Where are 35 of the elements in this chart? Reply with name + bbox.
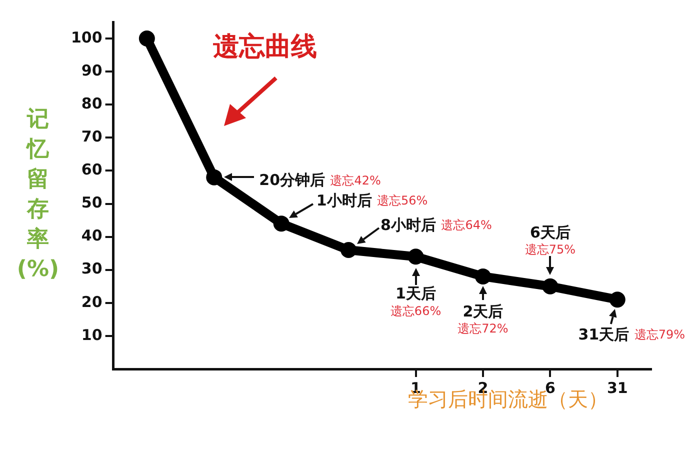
point	[273, 216, 290, 232]
point	[542, 278, 558, 294]
y-tick-label: 30	[81, 260, 102, 278]
y-tick-label: 40	[81, 226, 102, 245]
y-tick-label: 70	[81, 128, 102, 146]
point	[474, 268, 491, 284]
point	[408, 248, 424, 265]
annotation: 遗忘79%	[634, 328, 685, 342]
y-tick-label: 20	[81, 292, 102, 311]
chart-title: 遗忘曲线	[212, 32, 317, 62]
annotation: 31天后	[578, 325, 630, 344]
annotation: 8小时后	[380, 216, 436, 234]
y-tick-label: 80	[81, 94, 102, 113]
annotation: 遗忘56%	[377, 194, 428, 208]
x-tick-label: 31	[606, 378, 628, 397]
y-tick-label: 60	[81, 160, 102, 179]
point	[340, 242, 357, 258]
y-tick-label: 90	[81, 61, 102, 80]
annotation: 遗忘64%	[441, 218, 492, 232]
y-tick-label: 100	[71, 28, 102, 46]
point	[609, 292, 626, 308]
annotation: 1天后	[396, 284, 436, 303]
annotation: 20分钟后	[259, 171, 326, 190]
point	[138, 30, 155, 47]
y-axis-title: 记忆留存率(%)	[16, 107, 60, 282]
annotation: 遗忘66%	[390, 304, 442, 318]
annotation: 遗忘42%	[330, 173, 381, 188]
annotation: 2天后	[462, 302, 504, 320]
y-tick-label: 50	[81, 194, 102, 212]
y-tick-label: 10	[81, 326, 102, 344]
annotation: 遗忘72%	[458, 322, 508, 336]
annotation: 遗忘75%	[524, 242, 576, 257]
point	[206, 169, 222, 186]
annotation: 6天后	[530, 223, 570, 242]
annotation: 1小时后	[316, 191, 372, 210]
